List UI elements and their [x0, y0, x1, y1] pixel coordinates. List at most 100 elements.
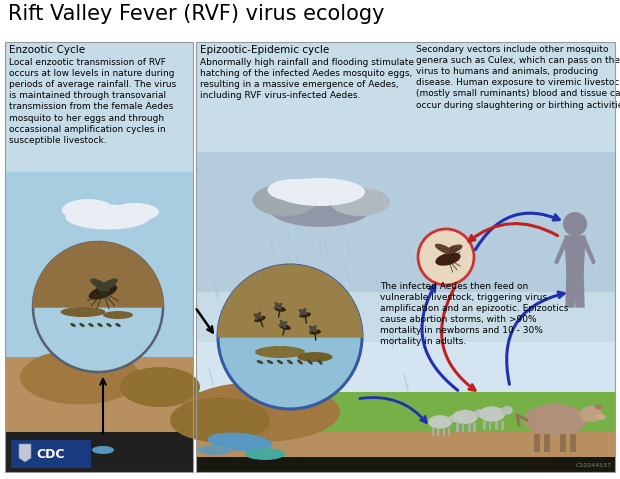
Ellipse shape: [170, 398, 270, 443]
Ellipse shape: [474, 410, 485, 418]
FancyBboxPatch shape: [495, 421, 498, 430]
FancyBboxPatch shape: [544, 434, 550, 452]
Ellipse shape: [208, 433, 272, 451]
Ellipse shape: [309, 330, 321, 334]
Polygon shape: [575, 272, 584, 307]
Ellipse shape: [308, 359, 312, 365]
FancyBboxPatch shape: [437, 428, 440, 436]
FancyBboxPatch shape: [501, 421, 504, 430]
FancyBboxPatch shape: [462, 423, 464, 433]
Ellipse shape: [445, 244, 463, 253]
Circle shape: [218, 265, 362, 409]
FancyBboxPatch shape: [196, 342, 615, 392]
Ellipse shape: [62, 199, 114, 221]
Ellipse shape: [253, 313, 263, 319]
Ellipse shape: [287, 360, 293, 365]
FancyBboxPatch shape: [11, 440, 91, 468]
Ellipse shape: [115, 323, 121, 327]
Ellipse shape: [103, 311, 133, 319]
Ellipse shape: [267, 187, 373, 227]
FancyBboxPatch shape: [196, 457, 615, 472]
FancyBboxPatch shape: [560, 434, 566, 452]
Ellipse shape: [502, 406, 513, 414]
Ellipse shape: [317, 359, 322, 365]
Ellipse shape: [120, 367, 200, 407]
Circle shape: [33, 242, 163, 372]
Ellipse shape: [257, 360, 264, 364]
Polygon shape: [566, 272, 575, 307]
Ellipse shape: [98, 278, 118, 292]
FancyBboxPatch shape: [474, 423, 476, 433]
Ellipse shape: [88, 323, 94, 327]
Ellipse shape: [66, 205, 151, 229]
Polygon shape: [33, 242, 163, 307]
Ellipse shape: [252, 184, 317, 216]
Ellipse shape: [299, 308, 306, 316]
FancyBboxPatch shape: [196, 42, 615, 152]
FancyBboxPatch shape: [196, 392, 615, 447]
Ellipse shape: [267, 360, 273, 364]
Text: Epizootic-Epidemic cycle: Epizootic-Epidemic cycle: [200, 45, 329, 55]
FancyBboxPatch shape: [483, 421, 485, 430]
Ellipse shape: [435, 252, 461, 266]
Circle shape: [563, 212, 587, 236]
Ellipse shape: [428, 415, 452, 429]
Text: Abnormally high rainfall and flooding stimulate
hatching of the infected Aedes m: Abnormally high rainfall and flooding st…: [200, 58, 414, 100]
Ellipse shape: [267, 179, 322, 201]
Text: Enzootic Cycle: Enzootic Cycle: [9, 45, 85, 55]
Ellipse shape: [299, 312, 311, 318]
FancyBboxPatch shape: [5, 42, 193, 172]
FancyBboxPatch shape: [456, 423, 459, 433]
Text: Secondary vectors include other mosquito
genera such as Culex, which can pass on: Secondary vectors include other mosquito…: [416, 45, 620, 110]
Ellipse shape: [255, 346, 305, 358]
Ellipse shape: [297, 359, 303, 365]
FancyBboxPatch shape: [5, 432, 193, 472]
Ellipse shape: [580, 406, 602, 422]
Ellipse shape: [299, 309, 308, 315]
Ellipse shape: [435, 244, 453, 254]
Polygon shape: [583, 238, 595, 264]
Ellipse shape: [91, 278, 110, 292]
Ellipse shape: [273, 303, 283, 309]
FancyBboxPatch shape: [196, 432, 615, 472]
Ellipse shape: [198, 445, 232, 455]
FancyBboxPatch shape: [432, 428, 434, 436]
Text: The infected Aedes then feed on
vulnerable livestock, triggering virus
amplifica: The infected Aedes then feed on vulnerab…: [380, 282, 569, 346]
Ellipse shape: [89, 285, 117, 300]
Ellipse shape: [453, 410, 477, 424]
Ellipse shape: [330, 188, 390, 216]
FancyBboxPatch shape: [5, 357, 193, 432]
FancyBboxPatch shape: [5, 172, 193, 357]
Ellipse shape: [97, 323, 103, 327]
Ellipse shape: [596, 414, 606, 420]
Polygon shape: [218, 265, 362, 337]
Text: C10244537: C10244537: [576, 463, 612, 468]
Ellipse shape: [254, 316, 266, 322]
Ellipse shape: [448, 415, 459, 422]
Ellipse shape: [274, 307, 286, 312]
Polygon shape: [19, 444, 31, 462]
FancyBboxPatch shape: [468, 423, 471, 433]
Ellipse shape: [279, 324, 291, 330]
Circle shape: [418, 229, 474, 285]
Ellipse shape: [280, 320, 286, 328]
Text: Rift Valley Fever (RVF) virus ecology: Rift Valley Fever (RVF) virus ecology: [8, 4, 384, 24]
Ellipse shape: [277, 360, 283, 364]
Ellipse shape: [20, 350, 140, 404]
Ellipse shape: [298, 352, 332, 362]
Text: CDC: CDC: [37, 447, 65, 460]
FancyBboxPatch shape: [448, 428, 450, 436]
Polygon shape: [555, 238, 567, 264]
Ellipse shape: [245, 448, 285, 460]
Ellipse shape: [479, 406, 505, 422]
FancyBboxPatch shape: [196, 152, 615, 292]
FancyBboxPatch shape: [489, 421, 492, 430]
Ellipse shape: [275, 302, 281, 310]
FancyBboxPatch shape: [196, 292, 615, 392]
Text: Local enzootic transmission of RVF
occurs at low levels in nature during
periods: Local enzootic transmission of RVF occur…: [9, 58, 176, 145]
Ellipse shape: [106, 323, 112, 327]
Ellipse shape: [92, 446, 114, 454]
FancyBboxPatch shape: [570, 434, 576, 452]
Ellipse shape: [180, 382, 340, 442]
Ellipse shape: [70, 323, 76, 327]
